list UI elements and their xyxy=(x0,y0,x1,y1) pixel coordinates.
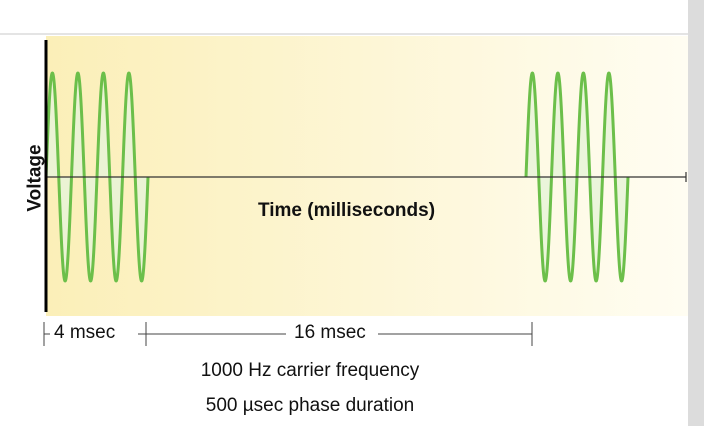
time-axis-label: Time (milliseconds) xyxy=(258,200,436,221)
side-strip xyxy=(688,0,704,426)
phase-duration-caption: 500 µsec phase duration xyxy=(205,395,415,416)
interburst-duration-label: 16 msec xyxy=(294,322,366,343)
carrier-frequency-caption: 1000 Hz carrier frequency xyxy=(200,360,420,381)
interburst-dimension xyxy=(146,322,533,346)
voltage-axis-label: Voltage xyxy=(24,144,46,212)
burst-duration-label: 4 msec xyxy=(54,322,116,343)
